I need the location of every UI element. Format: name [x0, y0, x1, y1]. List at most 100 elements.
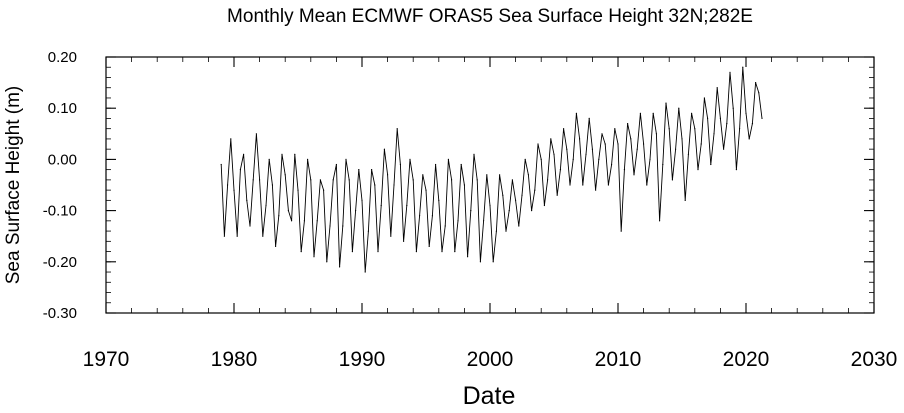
data-point: [227, 184, 229, 186]
y-tick-label: 0.20: [48, 49, 77, 66]
data-point: [265, 204, 267, 207]
data-point: [748, 138, 750, 140]
data-point: [652, 112, 654, 114]
x-tick-label: 2030: [851, 348, 898, 371]
data-point: [355, 210, 357, 212]
data-point: [473, 153, 475, 155]
data-point: [630, 138, 632, 140]
data-point: [271, 184, 273, 186]
data-point: [425, 189, 427, 191]
y-tick-label: -0.30: [43, 305, 77, 322]
data-point: [447, 158, 449, 160]
data-point: [655, 133, 658, 135]
data-point: [499, 174, 501, 176]
data-point: [297, 189, 299, 191]
data-point: [479, 261, 481, 263]
data-point: [332, 179, 334, 181]
data-point: [687, 153, 690, 155]
data-point: [611, 163, 613, 166]
chart-title: Monthly Mean ECMWF ORAS5 Sea Surface Hei…: [227, 6, 753, 27]
data-point: [694, 128, 696, 130]
data-point: [383, 148, 385, 150]
data-point: [681, 138, 683, 140]
data-point: [393, 184, 395, 186]
data-point: [409, 158, 411, 160]
data-point: [556, 194, 558, 196]
data-point: [259, 179, 261, 181]
data-point: [582, 184, 584, 186]
data-point: [486, 174, 488, 176]
data-point: [729, 71, 731, 73]
data-point: [291, 220, 293, 222]
data-point: [451, 179, 453, 181]
data-point: [287, 210, 289, 212]
data-point: [659, 220, 661, 222]
data-point: [278, 215, 280, 217]
data-point: [415, 251, 417, 253]
x-tick-label: 2020: [723, 348, 770, 371]
data-point: [403, 240, 405, 242]
data-point: [739, 128, 741, 130]
data-point: [223, 235, 225, 237]
data-point: [351, 251, 353, 253]
data-point: [316, 220, 318, 222]
data-point: [710, 163, 712, 166]
y-tick-label: -0.10: [43, 203, 77, 220]
data-point: [457, 220, 459, 222]
data-point: [585, 153, 587, 155]
data-point: [323, 189, 325, 191]
data-point: [620, 230, 622, 232]
data-point: [751, 123, 754, 125]
data-point: [364, 271, 366, 273]
data-point: [444, 225, 446, 227]
data-point: [454, 251, 456, 253]
y-tick-label: 0.10: [48, 100, 77, 117]
data-point: [758, 92, 760, 94]
data-point: [671, 179, 674, 181]
data-point: [380, 204, 382, 207]
data-point: [524, 158, 526, 160]
data-point: [367, 230, 369, 232]
data-point: [390, 235, 392, 237]
data-point: [627, 123, 629, 125]
data-point: [300, 251, 302, 253]
y-tick-label: -0.20: [43, 254, 77, 271]
x-tick-labels: 1970 1980 1990 2000 2010 2020 2030: [83, 348, 898, 371]
data-point: [387, 174, 389, 176]
data-point: [534, 189, 536, 191]
data-point: [422, 174, 424, 176]
data-point: [614, 128, 616, 130]
data-point: [745, 112, 747, 114]
data-point: [281, 153, 283, 155]
data-point: [755, 82, 757, 84]
data-point: [460, 163, 462, 166]
data-point: [236, 235, 238, 237]
data-point: [313, 256, 315, 258]
data-point: [617, 143, 619, 145]
data-point: [665, 102, 667, 104]
data-point: [252, 179, 254, 181]
major-ticks: [105, 56, 875, 314]
data-point: [566, 148, 568, 150]
x-axis-label: Date: [463, 382, 516, 408]
data-point: [649, 158, 651, 160]
data-point: [732, 107, 734, 109]
data-point: [329, 225, 331, 227]
data-point: [470, 210, 472, 212]
data-point: [643, 143, 645, 145]
data-point: [521, 194, 523, 196]
data-point: [342, 225, 344, 227]
data-point: [563, 128, 565, 130]
data-point: [489, 204, 491, 207]
data-point: [508, 210, 510, 212]
data-point: [441, 251, 443, 253]
data-point: [275, 245, 277, 247]
data-point: [467, 256, 469, 258]
data-point: [438, 199, 440, 201]
data-point: [358, 169, 360, 171]
data-point: [371, 169, 373, 171]
data-point: [361, 199, 363, 201]
data-point: [249, 225, 251, 227]
data-point: [723, 148, 725, 150]
